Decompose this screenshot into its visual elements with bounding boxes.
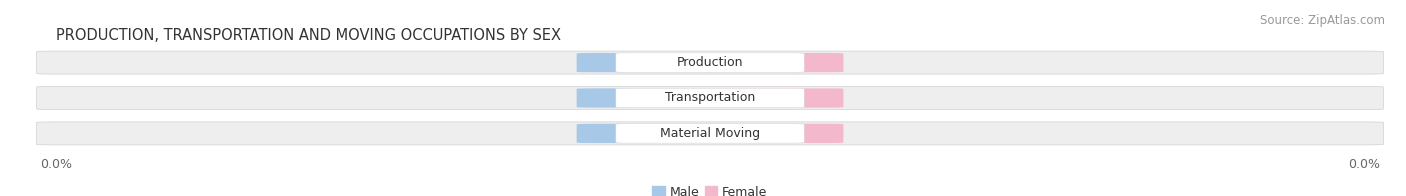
FancyBboxPatch shape (37, 86, 1384, 110)
Text: PRODUCTION, TRANSPORTATION AND MOVING OCCUPATIONS BY SEX: PRODUCTION, TRANSPORTATION AND MOVING OC… (56, 28, 561, 43)
Text: 0.0%: 0.0% (634, 128, 662, 138)
FancyBboxPatch shape (700, 88, 844, 108)
Text: 0.0%: 0.0% (758, 93, 786, 103)
FancyBboxPatch shape (576, 53, 720, 72)
Text: 0.0%: 0.0% (758, 58, 786, 68)
Text: Production: Production (676, 56, 744, 69)
Text: Transportation: Transportation (665, 92, 755, 104)
FancyBboxPatch shape (37, 51, 1384, 74)
Text: Material Moving: Material Moving (659, 127, 761, 140)
FancyBboxPatch shape (576, 88, 720, 108)
Text: Source: ZipAtlas.com: Source: ZipAtlas.com (1260, 14, 1385, 27)
FancyBboxPatch shape (700, 53, 844, 72)
FancyBboxPatch shape (616, 124, 804, 143)
Text: 0.0%: 0.0% (634, 58, 662, 68)
Text: 0.0%: 0.0% (634, 93, 662, 103)
Text: 0.0%: 0.0% (758, 128, 786, 138)
Legend: Male, Female: Male, Female (648, 181, 772, 196)
FancyBboxPatch shape (700, 124, 844, 143)
FancyBboxPatch shape (616, 88, 804, 108)
FancyBboxPatch shape (37, 122, 1384, 145)
FancyBboxPatch shape (576, 124, 720, 143)
FancyBboxPatch shape (616, 53, 804, 72)
